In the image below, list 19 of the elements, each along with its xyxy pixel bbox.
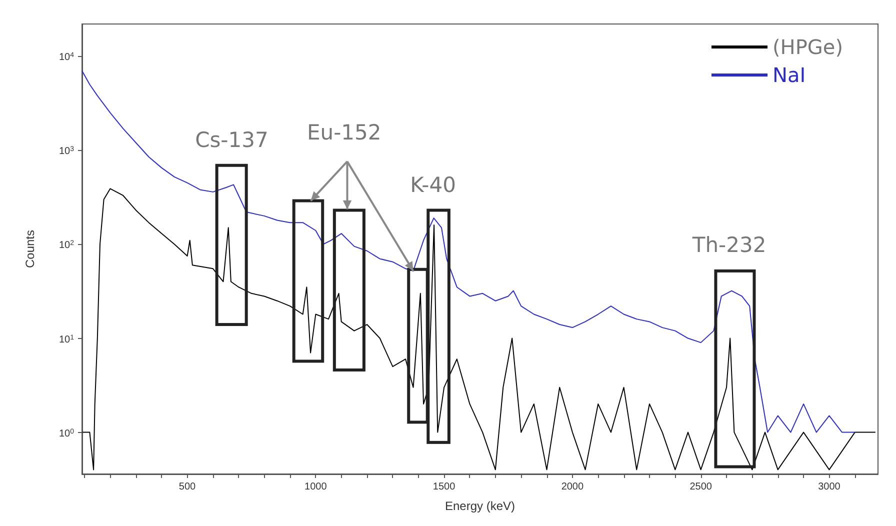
x-axis-title: Energy (keV) — [444, 499, 516, 513]
legend-label: NaI — [772, 63, 806, 87]
x-tick-label: 2000 — [561, 482, 584, 492]
x-tick-label: 500 — [178, 482, 196, 492]
y-tick-label: 10$^{2}$ — [58, 240, 74, 252]
x-tick-label: 2500 — [690, 482, 712, 492]
annotation: Cs-137 — [195, 128, 268, 152]
x-tick-label: 1500 — [432, 482, 456, 492]
y-tick-label: 10$^{3}$ — [58, 146, 74, 158]
y-tick-label: 10$^{4}$ — [58, 52, 74, 64]
annotation: Eu-152 — [307, 120, 382, 145]
annotation: Th-232 — [691, 233, 766, 258]
annotation: K-40 — [410, 172, 456, 197]
y-axis-title: Counts — [23, 230, 37, 268]
y-tick-label: 10$^{0}$ — [58, 428, 74, 440]
legend-label: (HPGe) — [772, 35, 844, 59]
y-tick-label: 10$^{1}$ — [58, 334, 74, 346]
x-tick-label: 3000 — [818, 482, 841, 492]
x-tick-label: 1000 — [304, 482, 328, 492]
